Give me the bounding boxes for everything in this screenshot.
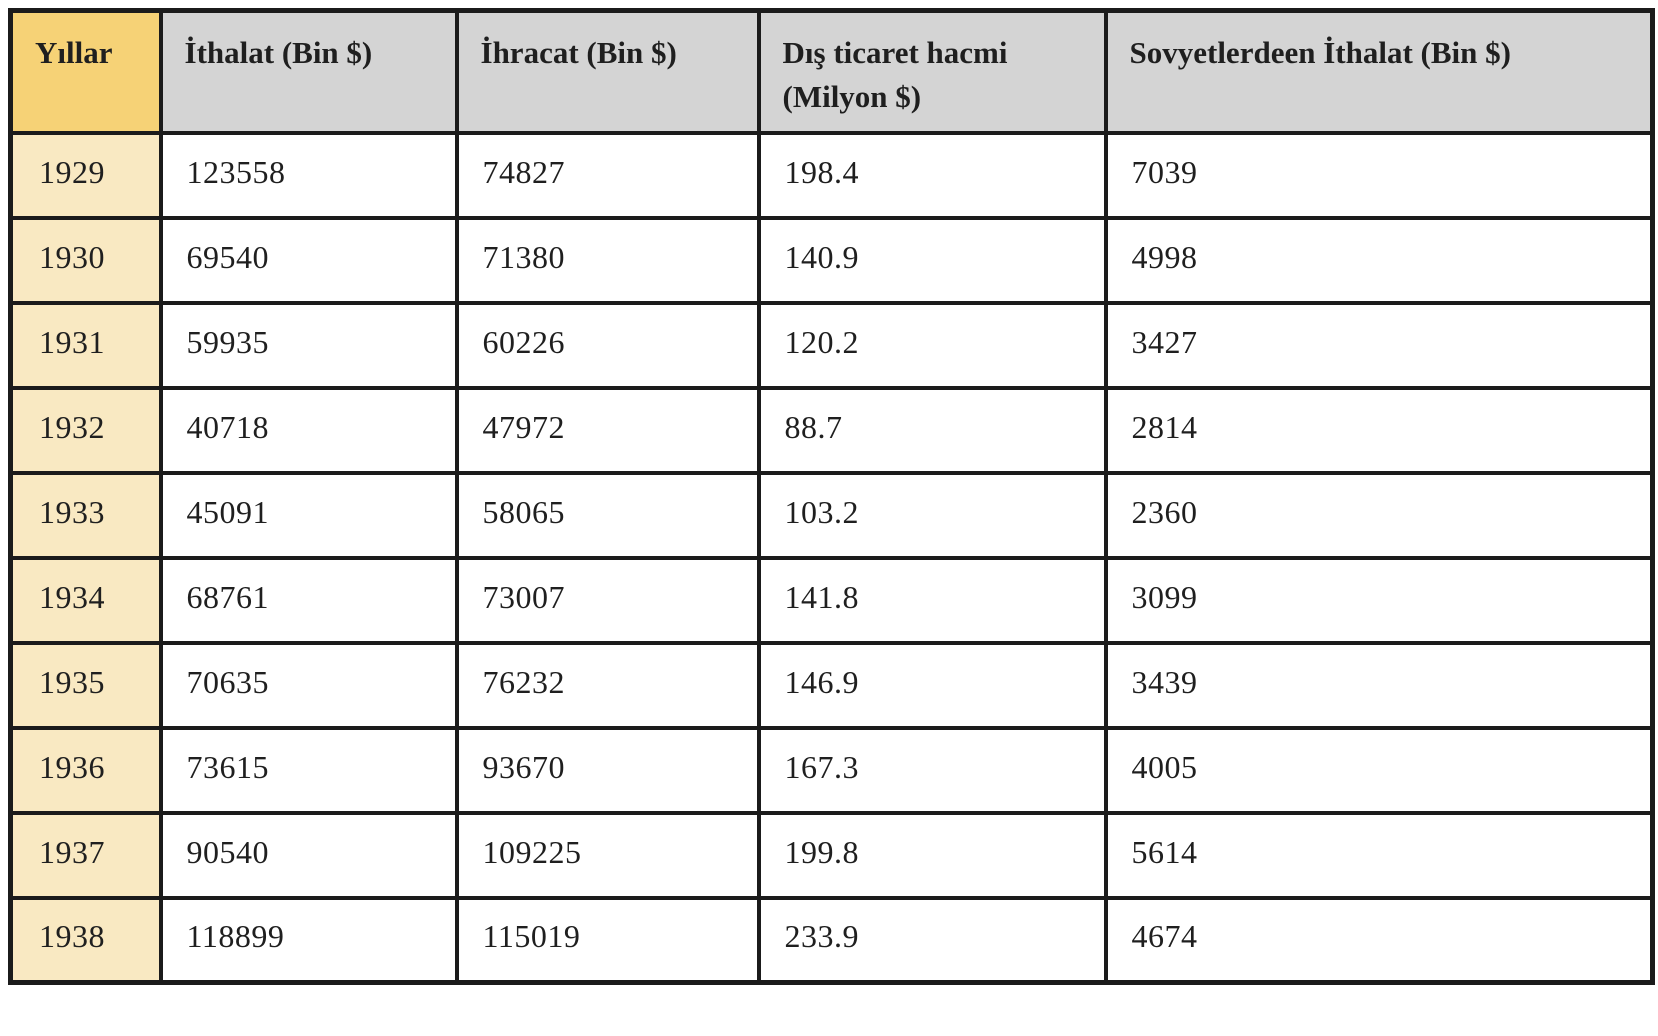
year-cell: 1938: [8, 895, 163, 985]
value-cell: 88.7: [756, 385, 1108, 475]
trade-table: Yıllar İthalat (Bin $) İhracat (Bin $) Dış …: [8, 8, 1655, 985]
year-cell: 1937: [8, 810, 163, 900]
value-cell: 71380: [454, 215, 761, 305]
value-cell: 7039: [1103, 130, 1655, 220]
year-cell: 1933: [8, 470, 163, 560]
value-cell: 123558: [158, 130, 459, 220]
value-cell: 58065: [454, 470, 761, 560]
value-cell: 40718: [158, 385, 459, 475]
year-cell: 1935: [8, 640, 163, 730]
value-cell: 4998: [1103, 215, 1655, 305]
column-header: İhracat (Bin $): [454, 8, 761, 135]
year-cell: 1934: [8, 555, 163, 645]
value-cell: 2360: [1103, 470, 1655, 560]
value-cell: 68761: [158, 555, 459, 645]
value-cell: 70635: [158, 640, 459, 730]
column-header: Sovyetlerdeen İthalat (Bin $): [1103, 8, 1655, 135]
year-cell: 1930: [8, 215, 163, 305]
value-cell: 118899: [158, 895, 459, 985]
value-cell: 115019: [454, 895, 761, 985]
value-cell: 103.2: [756, 470, 1108, 560]
value-cell: 59935: [158, 300, 459, 390]
table-row: 1932 40718 47972 88.7 2814: [8, 385, 1655, 475]
table-row: 1935 70635 76232 146.9 3439: [8, 640, 1655, 730]
table-row: 1938 118899 115019 233.9 4674: [8, 895, 1655, 985]
year-cell: 1931: [8, 300, 163, 390]
table-row: 1929 123558 74827 198.4 7039: [8, 130, 1655, 220]
year-cell: 1929: [8, 130, 163, 220]
value-cell: 69540: [158, 215, 459, 305]
table-body: 1929 123558 74827 198.4 7039 1930 69540 71380 14…: [8, 130, 1655, 985]
value-cell: 76232: [454, 640, 761, 730]
value-cell: 3427: [1103, 300, 1655, 390]
table-row: 1934 68761 73007 141.8 3099: [8, 555, 1655, 645]
value-cell: 47972: [454, 385, 761, 475]
year-cell: 1932: [8, 385, 163, 475]
table-row: 1931 59935 60226 120.2 3427: [8, 300, 1655, 390]
year-cell: 1936: [8, 725, 163, 815]
value-cell: 109225: [454, 810, 761, 900]
value-cell: 120.2: [756, 300, 1108, 390]
value-cell: 198.4: [756, 130, 1108, 220]
value-cell: 74827: [454, 130, 761, 220]
table-row: 1937 90540 109225 199.8 5614: [8, 810, 1655, 900]
table-row: 1930 69540 71380 140.9 4998: [8, 215, 1655, 305]
value-cell: 140.9: [756, 215, 1108, 305]
value-cell: 199.8: [756, 810, 1108, 900]
value-cell: 2814: [1103, 385, 1655, 475]
value-cell: 93670: [454, 725, 761, 815]
column-header: Dış ticaret hacmi (Milyon $): [756, 8, 1108, 135]
table-row: 1933 45091 58065 103.2 2360: [8, 470, 1655, 560]
table-head: Yıllar İthalat (Bin $) İhracat (Bin $) Dış …: [8, 8, 1655, 135]
value-cell: 3439: [1103, 640, 1655, 730]
value-cell: 90540: [158, 810, 459, 900]
value-cell: 167.3: [756, 725, 1108, 815]
header-row: Yıllar İthalat (Bin $) İhracat (Bin $) Dış …: [8, 8, 1655, 135]
value-cell: 233.9: [756, 895, 1108, 985]
value-cell: 4005: [1103, 725, 1655, 815]
column-header: İthalat (Bin $): [158, 8, 459, 135]
value-cell: 5614: [1103, 810, 1655, 900]
value-cell: 146.9: [756, 640, 1108, 730]
value-cell: 73007: [454, 555, 761, 645]
column-header-years: Yıllar: [8, 8, 163, 135]
value-cell: 45091: [158, 470, 459, 560]
table-row: 1936 73615 93670 167.3 4005: [8, 725, 1655, 815]
value-cell: 4674: [1103, 895, 1655, 985]
value-cell: 60226: [454, 300, 761, 390]
value-cell: 73615: [158, 725, 459, 815]
value-cell: 3099: [1103, 555, 1655, 645]
value-cell: 141.8: [756, 555, 1108, 645]
